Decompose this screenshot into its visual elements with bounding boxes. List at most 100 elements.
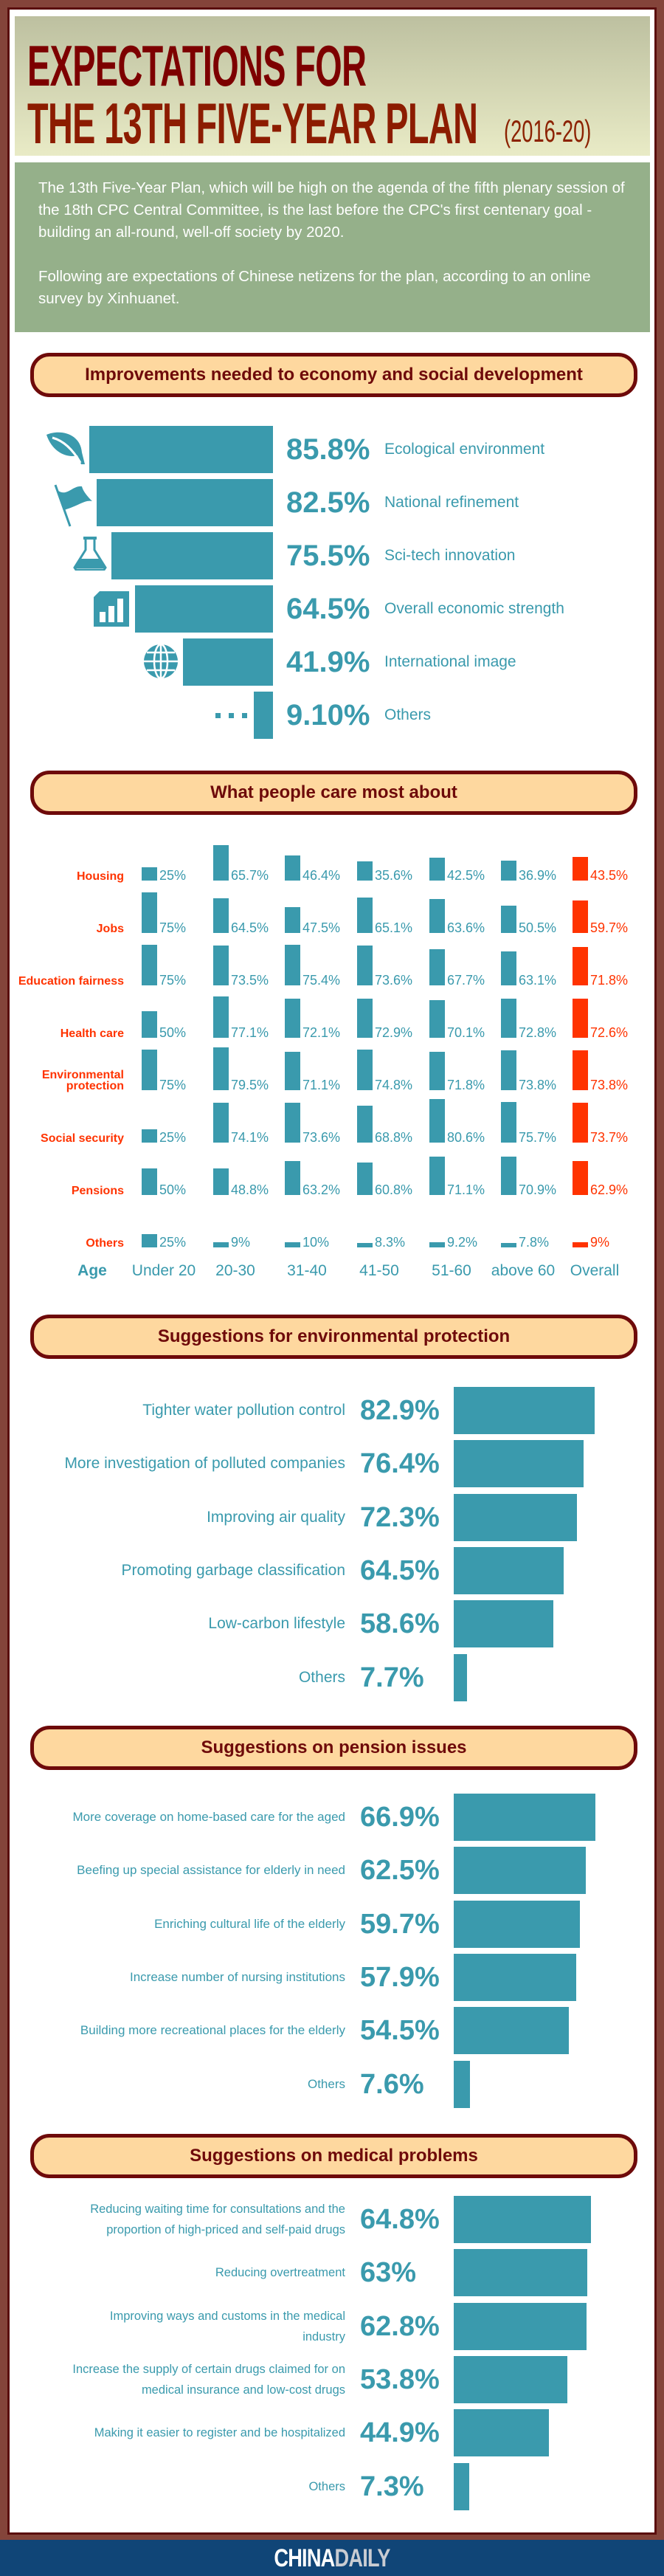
row-label-health-care: Health care [60, 1027, 124, 1040]
grid-value: 71.8% [447, 1078, 485, 1092]
grid-bar [573, 1103, 588, 1143]
bar-label: Others [384, 706, 432, 723]
bar-label: Others [28, 2061, 345, 2108]
bar-label: Making it easier to register and be hosp… [65, 2409, 345, 2456]
bar-value: 63% [360, 2257, 417, 2289]
bar-international-image [183, 638, 273, 686]
bar-label: Enriching cultural life of the elderly [28, 1901, 345, 1948]
bar-label: Others [28, 1654, 345, 1701]
bar-label-text: More coverage on home-based care for the… [72, 1810, 345, 1824]
grid-value: 42.5% [447, 868, 485, 883]
title-years: (2016-20) [504, 114, 592, 148]
bar [454, 2409, 549, 2457]
bar-label: National refinement [384, 494, 519, 511]
bar-label: Increase the supply of certain drugs cla… [65, 2356, 345, 2403]
row-label-housing: Housing [77, 870, 124, 883]
grid-value: 63.6% [447, 920, 485, 935]
grid-bar [501, 1243, 516, 1247]
bar-national-refinement [96, 479, 273, 526]
title-line-1: EXPECTATIONS FOR [27, 33, 367, 98]
bar-label: Beefing up special assistance for elderl… [28, 1847, 345, 1894]
bar-label: Building more recreational places for th… [28, 2007, 345, 2054]
grid-bar [213, 1102, 229, 1143]
grid-bar [285, 944, 300, 985]
age-category-label: Overall [570, 1262, 620, 1279]
logo-part-china: CHINA [274, 2544, 335, 2572]
bar-label: Reducing waiting time for consultations … [65, 2196, 345, 2243]
bar-label: Others [65, 2463, 345, 2510]
bar-label: Sci-tech innovation [384, 547, 516, 564]
grid-bar [142, 867, 157, 881]
grid-bar [573, 999, 588, 1038]
bar-value: 82.5% [286, 486, 370, 519]
grid-bar [142, 1233, 157, 1247]
intro-paragraph-2: Following are expectations of Chinese ne… [38, 268, 591, 307]
grid-bar [285, 1103, 300, 1143]
grid-bar [429, 898, 445, 933]
grid-bar [501, 998, 516, 1038]
grid-bar [501, 1101, 516, 1143]
grid-value: 72.8% [519, 1025, 557, 1040]
grid-bar [429, 857, 445, 881]
grid-bar [285, 907, 300, 933]
intro-paragraph-1: The 13th Five-Year Plan, which will be h… [38, 179, 625, 241]
bar [454, 2060, 470, 2108]
row-label-others: Others [86, 1237, 124, 1250]
grid-bar [429, 999, 445, 1038]
grid-value: 65.1% [375, 920, 413, 935]
grid-value: 48.8% [231, 1182, 269, 1197]
grid-value: 80.6% [447, 1130, 485, 1145]
bar-label-text: Improving ways and customs in the medica… [109, 2309, 345, 2343]
bar-label: Overall economic strength [384, 600, 564, 617]
bar-label: Tighter water pollution control [28, 1387, 345, 1434]
section-header-medical: Suggestions on medical problems [30, 2134, 637, 2178]
intro-box: The 13th Five-Year Plan, which will be h… [15, 162, 650, 332]
grid-value: 74.1% [231, 1130, 269, 1145]
grid-value: 75% [159, 1078, 187, 1092]
bar [454, 2355, 568, 2403]
bar-label-text: Promoting garbage classification [121, 1561, 346, 1579]
grid-bar [501, 951, 516, 985]
bar-label-text: Others [307, 2076, 345, 2091]
bar-value: 64.8% [360, 2204, 440, 2235]
grid-bar [142, 1168, 157, 1195]
bar-value: 85.8% [286, 433, 370, 466]
grid-bar [142, 1050, 157, 1090]
bar-label: Increase number of nursing institutions [28, 1954, 345, 2001]
section-header-improvements: Improvements needed to economy and socia… [30, 353, 637, 397]
grid-bar [573, 857, 588, 881]
grid-value: 9% [590, 1235, 610, 1250]
grid-bar [357, 898, 373, 933]
bar-label-text: Improving air quality [207, 1508, 345, 1526]
bar-label-text: Tighter water pollution control [142, 1402, 345, 1419]
age-axis-label: Age [77, 1262, 107, 1279]
grid-value: 67.7% [447, 973, 485, 988]
grid-bar [285, 1160, 300, 1195]
bar-label-text: Increase the supply of certain drugs cla… [72, 2362, 345, 2397]
bar-value: 9.10% [286, 699, 370, 731]
grid-value: 71.8% [590, 973, 629, 988]
grid-value: 25% [159, 1235, 187, 1250]
bar-label-text: Enriching cultural life of the elderly [154, 1916, 345, 1931]
grid-value: 70.1% [447, 1025, 485, 1040]
grid-value: 75.7% [519, 1130, 557, 1145]
age-category-label: Under 20 [131, 1262, 196, 1279]
grid-value: 73.8% [590, 1078, 629, 1092]
grid-value: 73.6% [375, 973, 413, 988]
grid-bar [285, 855, 300, 881]
bar [454, 2196, 591, 2243]
age-category-label: above 60 [491, 1262, 556, 1279]
grid-value: 72.9% [375, 1025, 413, 1040]
bar-label-text: More investigation of polluted companies [64, 1455, 345, 1473]
row-label-pensions: Pensions [71, 1185, 124, 1197]
grid-value: 73.5% [231, 973, 269, 988]
grid-bar [142, 1129, 157, 1143]
grid-value: 79.5% [231, 1078, 269, 1092]
bar [454, 1440, 584, 1488]
grid-value: 70.9% [519, 1182, 557, 1197]
grid-bar [429, 1157, 445, 1195]
age-category-label: 41-50 [359, 1262, 399, 1279]
grid-value: 59.7% [590, 920, 629, 935]
bar [454, 1953, 577, 2001]
